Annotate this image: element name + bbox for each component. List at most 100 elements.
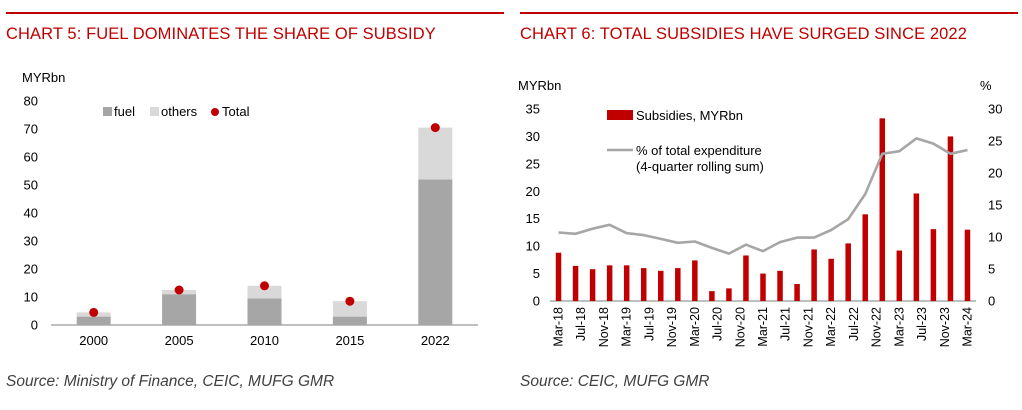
bar-subsidies: [760, 273, 766, 301]
y-tick-label: 30: [24, 234, 38, 249]
chart-source: Source: CEIC, MUFG GMR: [520, 373, 710, 390]
chart-6-plot: MYRbn % 0 5 10 15 20 25 30 35 0 5 10 15 20 25 30 Mar-18 Ju…: [518, 78, 1002, 347]
y-tick-label: 35: [526, 102, 540, 117]
bar-subsidies: [675, 268, 681, 301]
bar-subsidies: [811, 249, 817, 301]
bar-fuel: [247, 298, 282, 325]
x-tick-label: Mar-20: [688, 307, 702, 347]
y-tick-label: 40: [24, 206, 38, 221]
chart-title: CHART 6: TOTAL SUBSIDIES HAVE SURGED SIN…: [520, 25, 967, 43]
y-tick-label: 25: [526, 156, 540, 171]
total-marker: [260, 281, 269, 291]
x-tick-label: Mar-18: [552, 307, 566, 347]
bar-subsidies: [572, 265, 579, 301]
x-tick-label: Jul-18: [574, 307, 588, 341]
bar-subsidies: [794, 283, 800, 301]
bar-subsidies: [828, 258, 834, 301]
y2-tick-label: 0: [988, 294, 995, 309]
x-tick-label: Nov-18: [597, 307, 611, 347]
legend-marker-total: [211, 108, 219, 116]
bar-subsidies: [589, 269, 596, 301]
y2-axis-label: %: [980, 78, 992, 93]
bar-subsidies: [879, 118, 886, 301]
y2-tick-label: 5: [988, 262, 995, 277]
total-marker: [174, 285, 184, 295]
x-tick-label: Jul-20: [711, 307, 725, 341]
legend-swatch-others: [150, 107, 159, 116]
y2-tick-label: 30: [988, 102, 1002, 117]
title-rule: [520, 12, 1018, 14]
y-tick-label: 5: [533, 266, 540, 281]
x-tick-label: Mar-22: [824, 307, 838, 347]
y-tick-label: 50: [24, 178, 38, 193]
legend-swatch-fuel: [103, 107, 112, 116]
x-tick-label: 2010: [250, 333, 279, 348]
total-marker: [345, 296, 355, 306]
line-expenditure-share: [558, 137, 968, 255]
bar-subsidies: [709, 291, 715, 301]
x-tick-label: 2022: [421, 333, 450, 348]
chart-source: Source: Ministry of Finance, CEIC, MUFG …: [6, 373, 335, 390]
y-axis-label: MYRbn: [22, 70, 65, 85]
x-tick-label: 2005: [165, 333, 194, 348]
bar-subsidies: [743, 255, 749, 301]
legend-swatch-subsidies: [607, 110, 633, 120]
x-tick-label: Jul-19: [642, 307, 656, 341]
chart-6-panel: CHART 6: TOTAL SUBSIDIES HAVE SURGED SIN…: [514, 0, 1022, 410]
bar-fuel: [418, 179, 453, 325]
chart-5-panel: CHART 5: FUEL DOMINATES THE SHARE OF SUB…: [0, 0, 508, 410]
x-tick-label: Jul-21: [779, 307, 793, 341]
y-tick-label: 60: [24, 150, 38, 165]
x-tick-label: Mar-23: [892, 307, 906, 347]
title-rule: [6, 12, 504, 14]
bar-subsidies: [845, 243, 851, 301]
bar-subsidies: [964, 229, 971, 301]
y2-tick-label: 20: [988, 166, 1002, 181]
y-tick-label: 10: [526, 239, 540, 254]
bar-subsidies: [555, 252, 562, 301]
x-tick-label: 2000: [79, 333, 108, 348]
chart-5-plot: MYRbn 0 10 20 30 40 50 60 70 80 2000 2005 2010 2015 20…: [22, 70, 478, 348]
legend-label-subsidies: Subsidies, MYRbn: [636, 108, 743, 123]
bar-subsidies: [606, 265, 613, 301]
x-tick-label: Nov-19: [665, 307, 679, 347]
bar-subsidies: [913, 193, 920, 301]
bar-subsidies: [947, 136, 954, 301]
x-tick-label: Jul-22: [847, 307, 861, 341]
x-tick-label: Nov-22: [870, 307, 884, 347]
y2-tick-label: 10: [988, 230, 1002, 245]
bar-others: [247, 285, 282, 299]
bar-subsidies: [640, 268, 647, 301]
bar-others: [418, 127, 453, 180]
bar-subsidies: [896, 250, 903, 301]
x-tick-label: 2015: [335, 333, 364, 348]
y-tick-label: 70: [24, 122, 38, 137]
legend-label-fuel: fuel: [114, 104, 135, 119]
total-marker: [89, 307, 99, 317]
y-tick-label: 0: [31, 318, 38, 333]
y-tick-label: 0: [533, 294, 540, 309]
y-tick-label: 20: [526, 184, 540, 199]
bar-others: [332, 301, 367, 317]
total-marker: [430, 123, 440, 133]
x-tick-label: Nov-20: [733, 307, 747, 347]
x-tick-label: Nov-23: [938, 307, 952, 347]
bar-fuel: [332, 316, 367, 325]
legend-label-expenditure: % of total expenditure: [636, 143, 762, 158]
bar-subsidies: [623, 265, 630, 301]
y-tick-label: 15: [526, 211, 540, 226]
bar-subsidies: [862, 214, 868, 301]
bar-subsidies: [726, 288, 732, 301]
legend-label-expenditure-line2: (4-quarter rolling sum): [636, 159, 764, 174]
bar-subsidies: [930, 229, 937, 301]
y-tick-label: 80: [24, 94, 38, 109]
legend-label-others: others: [161, 104, 198, 119]
x-tick-label: Jul-23: [915, 307, 929, 341]
x-tick-label: Nov-21: [801, 307, 815, 347]
x-tick-label: Mar-19: [620, 307, 634, 347]
y-axis-label: MYRbn: [518, 78, 561, 93]
chart-title: CHART 5: FUEL DOMINATES THE SHARE OF SUB…: [6, 25, 436, 43]
bar-fuel: [162, 294, 197, 325]
x-tick-label: Mar-21: [756, 307, 770, 347]
x-tick-label: Mar-24: [961, 307, 975, 347]
